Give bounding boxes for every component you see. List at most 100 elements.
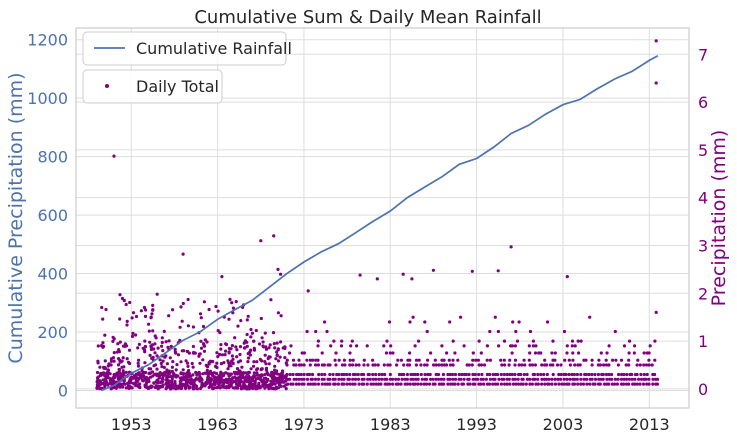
daily-total-point xyxy=(118,293,122,297)
daily-total-point xyxy=(470,363,474,367)
daily-total-point xyxy=(101,378,105,382)
daily-total-point xyxy=(117,350,121,354)
daily-total-point xyxy=(638,382,642,386)
daily-total-point xyxy=(553,358,557,362)
scatter-layer xyxy=(95,39,660,391)
daily-total-point xyxy=(106,383,110,387)
daily-total-point xyxy=(145,376,149,380)
daily-total-point xyxy=(337,372,341,377)
x-tick-label: 2003 xyxy=(543,415,584,434)
daily-total-point xyxy=(527,358,531,362)
daily-total-point xyxy=(197,377,201,381)
daily-total-point xyxy=(431,268,435,272)
legend-scatter-label: Daily Total xyxy=(136,77,219,96)
daily-total-point xyxy=(642,363,646,367)
daily-total-point xyxy=(109,387,113,391)
daily-total-point xyxy=(130,334,135,338)
daily-total-point xyxy=(235,348,239,352)
daily-total-point xyxy=(437,363,441,367)
daily-total-point xyxy=(434,372,438,377)
daily-total-point xyxy=(316,377,321,381)
daily-total-point xyxy=(467,377,471,381)
daily-total-point xyxy=(531,339,536,343)
daily-total-point xyxy=(272,342,276,346)
daily-total-point xyxy=(620,372,624,377)
daily-total-point xyxy=(615,382,620,386)
daily-total-point xyxy=(416,382,420,386)
daily-total-point xyxy=(294,363,298,367)
daily-total-point xyxy=(372,382,376,386)
daily-total-point xyxy=(147,371,151,375)
daily-total-point xyxy=(639,372,643,377)
daily-total-point xyxy=(511,377,515,381)
daily-total-point xyxy=(191,365,195,369)
daily-total-point xyxy=(100,305,104,310)
daily-total-point xyxy=(302,372,306,377)
daily-total-point xyxy=(510,372,514,377)
daily-total-point xyxy=(488,377,493,381)
daily-total-point xyxy=(294,377,299,381)
daily-total-point xyxy=(655,377,660,381)
daily-total-point xyxy=(480,372,484,377)
daily-total-point xyxy=(509,245,513,249)
daily-total-point xyxy=(116,363,121,367)
daily-total-point xyxy=(203,371,207,375)
daily-total-point xyxy=(200,382,204,386)
daily-total-point xyxy=(291,372,295,377)
daily-total-point xyxy=(256,373,260,377)
daily-total-point xyxy=(334,363,338,367)
daily-total-point xyxy=(350,339,354,343)
daily-total-point xyxy=(517,320,521,324)
daily-total-point xyxy=(647,382,651,386)
daily-total-point xyxy=(426,358,430,362)
daily-total-point xyxy=(153,385,157,390)
daily-total-point xyxy=(371,363,375,367)
daily-total-point xyxy=(316,382,321,386)
daily-total-point xyxy=(279,272,283,276)
daily-total-point xyxy=(306,289,310,293)
daily-total-point xyxy=(374,372,378,377)
daily-total-point xyxy=(204,363,208,367)
daily-total-point xyxy=(597,377,601,381)
daily-total-point xyxy=(638,363,642,367)
daily-total-point xyxy=(261,379,266,383)
daily-total-point xyxy=(252,364,256,368)
daily-total-point xyxy=(405,372,409,377)
daily-total-point xyxy=(399,358,403,362)
daily-total-point xyxy=(269,386,273,390)
daily-total-point xyxy=(532,372,537,377)
daily-total-point xyxy=(201,358,205,362)
daily-total-point xyxy=(169,387,173,391)
daily-total-point xyxy=(140,378,145,382)
daily-total-point xyxy=(112,337,116,341)
daily-total-point xyxy=(228,297,232,301)
daily-total-point xyxy=(375,277,379,281)
daily-total-point xyxy=(613,377,617,381)
daily-total-point xyxy=(598,363,603,367)
daily-total-point xyxy=(562,329,567,334)
daily-total-point xyxy=(333,377,337,381)
daily-total-point xyxy=(440,344,444,348)
daily-total-point xyxy=(409,372,413,377)
daily-total-point xyxy=(167,379,171,383)
daily-total-point xyxy=(567,382,571,386)
daily-total-point xyxy=(170,375,174,379)
daily-total-point xyxy=(120,365,124,369)
daily-total-point xyxy=(548,363,553,367)
daily-total-point xyxy=(234,376,238,380)
daily-total-point xyxy=(317,372,321,377)
daily-total-point xyxy=(536,377,540,381)
daily-total-point xyxy=(497,377,501,381)
daily-total-point xyxy=(134,379,138,383)
daily-total-point xyxy=(333,358,337,362)
daily-total-point xyxy=(275,350,279,354)
daily-total-point xyxy=(316,363,320,367)
daily-total-point xyxy=(112,351,116,355)
daily-total-point xyxy=(449,382,453,386)
daily-total-point xyxy=(229,372,233,376)
daily-total-point xyxy=(525,377,530,381)
daily-total-point xyxy=(454,377,458,381)
daily-total-point xyxy=(246,352,250,356)
daily-total-point xyxy=(215,365,219,370)
daily-total-point xyxy=(285,358,289,362)
